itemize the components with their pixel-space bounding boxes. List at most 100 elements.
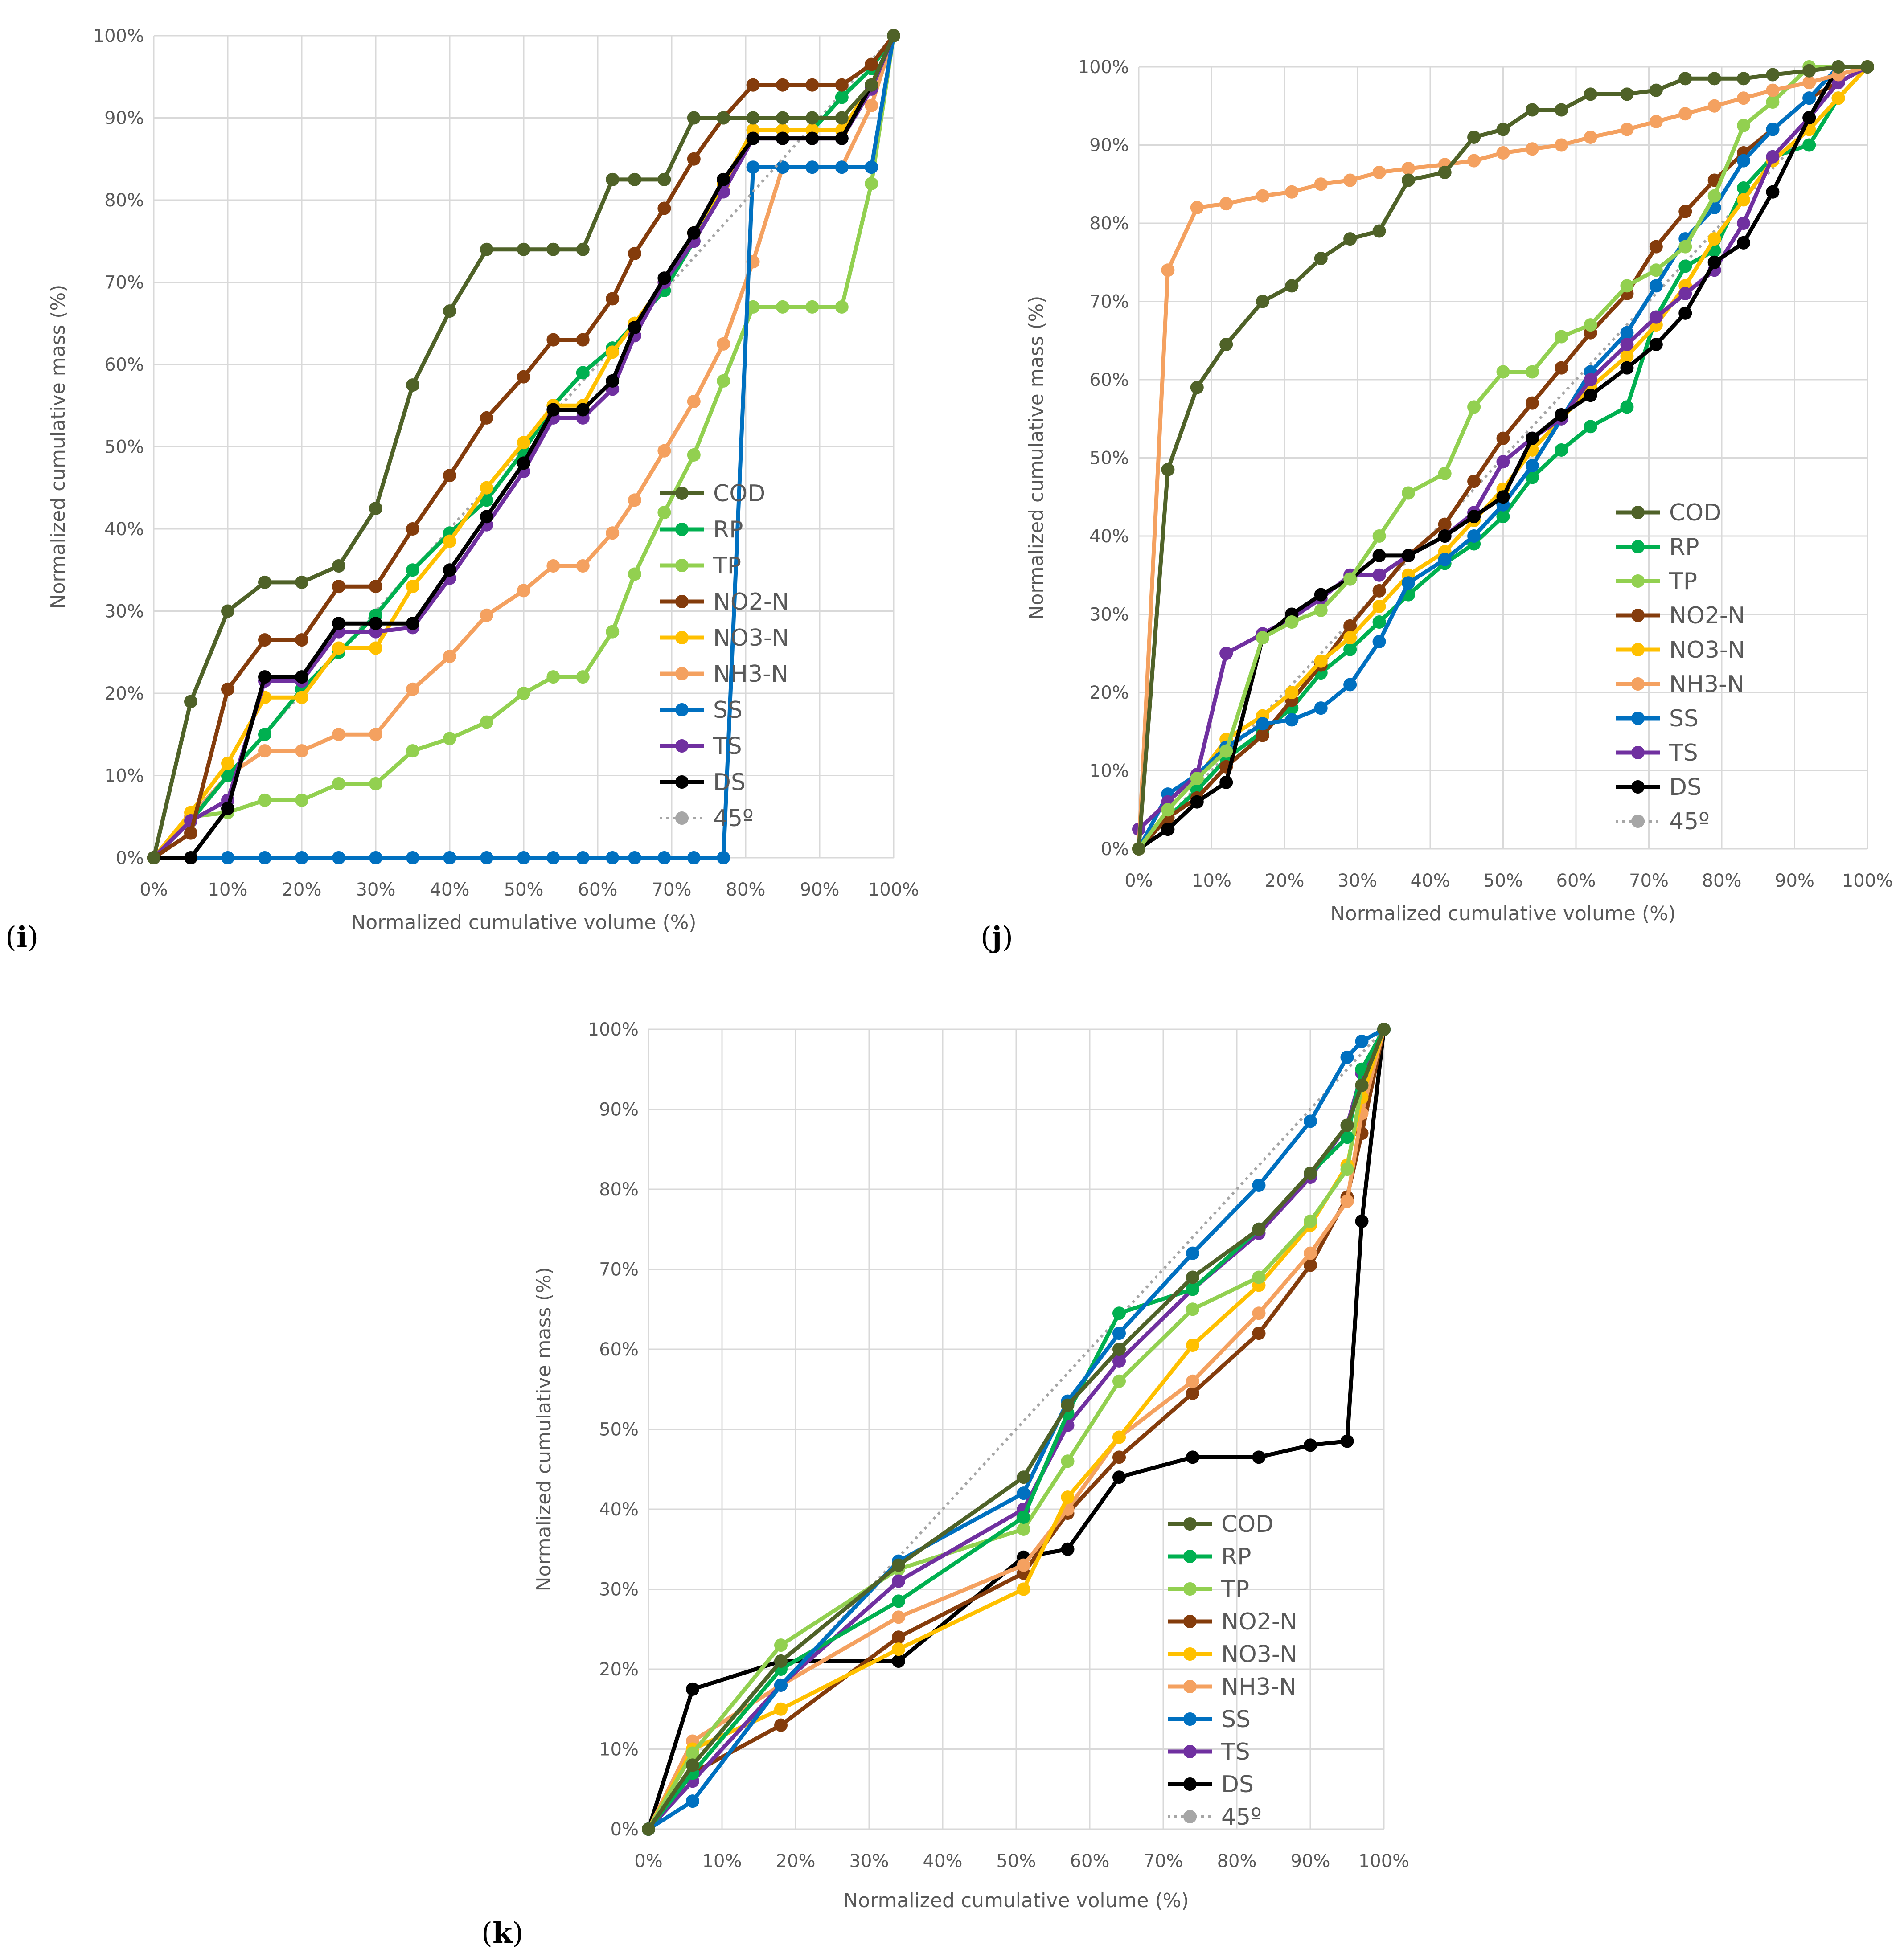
data-point [1678, 306, 1692, 320]
data-point [1340, 1130, 1354, 1144]
data-point [606, 345, 620, 359]
legend: COD RP TP NO2-N NO3-N NH3-N SS TS DS 45º [1616, 499, 1745, 835]
data-point [406, 522, 419, 536]
data-point [1496, 431, 1510, 445]
legend-label: NO3-N [1221, 1641, 1297, 1668]
data-point [835, 300, 849, 314]
data-point [835, 78, 849, 92]
data-point [1401, 173, 1415, 187]
legend-swatch-marker [675, 775, 689, 789]
data-point [1525, 142, 1539, 156]
legend-label: NH3-N [713, 661, 788, 688]
data-point [1737, 181, 1751, 195]
data-point [295, 575, 308, 589]
legend-item: NH3-N [1168, 1674, 1297, 1700]
y-tick-label: 20% [599, 1659, 639, 1680]
data-point [1620, 326, 1634, 340]
data-point [1252, 1270, 1266, 1284]
y-tick-label: 40% [104, 519, 144, 540]
data-point [1737, 217, 1751, 230]
data-point [1525, 459, 1539, 473]
data-point [1649, 310, 1663, 324]
data-point [1678, 259, 1692, 273]
data-point [1766, 123, 1780, 136]
data-point [657, 506, 671, 520]
data-point [1584, 318, 1597, 332]
data-point [1112, 1327, 1126, 1340]
legend-label: DS [713, 769, 746, 796]
legend-swatch-marker [675, 703, 689, 716]
x-tick-label: 0% [1124, 871, 1153, 891]
data-point [1377, 1023, 1391, 1036]
data-point [1678, 72, 1692, 86]
data-point [576, 333, 590, 347]
x-axis-label: Normalized cumulative volume (%) [351, 911, 696, 934]
data-point [865, 177, 878, 191]
legend-item: NO2-N [660, 589, 789, 615]
y-tick-label: 10% [104, 766, 144, 786]
legend-label: RP [1221, 1543, 1252, 1570]
data-point [1737, 72, 1751, 86]
data-point [887, 29, 900, 42]
data-point [1017, 1510, 1030, 1524]
data-point [1555, 361, 1568, 375]
data-point [1314, 654, 1328, 668]
legend-label: DS [1669, 774, 1702, 801]
data-point [606, 374, 620, 388]
data-point [1496, 146, 1510, 160]
legend-label: NH3-N [1221, 1674, 1297, 1700]
data-point [1343, 173, 1357, 187]
y-tick-label: 100% [93, 26, 144, 46]
y-tick-label: 80% [599, 1179, 639, 1200]
data-point [892, 1594, 905, 1608]
data-point [1467, 154, 1481, 168]
data-point [657, 271, 671, 285]
data-point [221, 769, 234, 782]
legend-label: RP [713, 516, 743, 543]
data-point [369, 501, 382, 515]
data-point [480, 242, 493, 256]
x-tick-label: 70% [1144, 1851, 1183, 1871]
data-point [1186, 1374, 1199, 1388]
data-point [1678, 205, 1692, 218]
data-point [717, 337, 730, 351]
data-point [1707, 72, 1721, 86]
legend-label: TP [1221, 1576, 1249, 1603]
data-point [1252, 1179, 1266, 1192]
data-point [1372, 635, 1386, 648]
y-tick-label: 90% [1089, 135, 1129, 156]
legend-label: 45º [1669, 808, 1710, 835]
data-point [1802, 91, 1816, 105]
legend-label: 45º [1221, 1804, 1262, 1830]
data-point [1304, 1167, 1317, 1180]
data-point [517, 584, 530, 598]
data-point [1314, 251, 1328, 265]
data-point [1186, 1339, 1199, 1352]
x-tick-label: 90% [800, 880, 840, 900]
x-tick-label: 100% [1842, 871, 1893, 891]
data-point [628, 567, 641, 581]
data-point [1112, 1374, 1126, 1388]
x-tick-label: 10% [208, 880, 248, 900]
data-point [1584, 130, 1597, 144]
data-point [606, 625, 620, 639]
data-point [1252, 1450, 1266, 1464]
data-point [1525, 471, 1539, 484]
data-point [546, 559, 560, 573]
x-tick-label: 30% [849, 1851, 889, 1871]
y-tick-label: 40% [599, 1499, 639, 1520]
data-point [1802, 64, 1816, 78]
data-point [1620, 349, 1634, 363]
data-point [1256, 729, 1269, 742]
data-point [1620, 361, 1634, 375]
y-tick-label: 0% [611, 1819, 639, 1840]
legend-item: NH3-N [660, 661, 788, 688]
data-point [746, 131, 760, 145]
data-point [1467, 529, 1481, 543]
data-point [1467, 400, 1481, 414]
data-point [1017, 1470, 1030, 1484]
data-point [406, 744, 419, 758]
y-tick-label: 80% [1089, 213, 1129, 234]
y-tick-label: 0% [116, 848, 144, 868]
legend-item: TS [1616, 740, 1698, 766]
